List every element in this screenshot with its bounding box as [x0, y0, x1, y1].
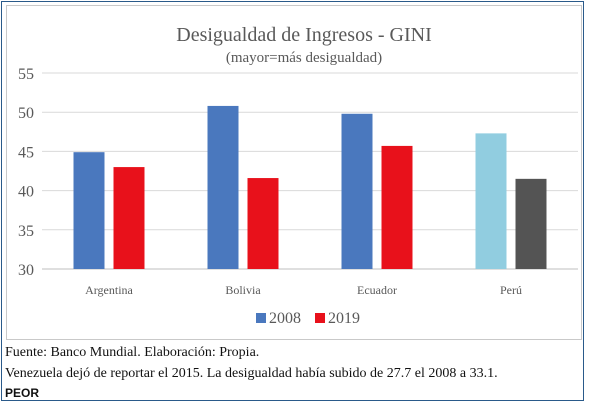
x-tick-label: Argentina	[85, 283, 133, 297]
legend: 2008 2019	[256, 310, 360, 327]
y-tick-label: 55	[18, 66, 34, 83]
x-tick-label: Ecuador	[357, 283, 397, 297]
bar-argentina-2008	[73, 152, 105, 269]
legend-label-2008: 2008	[269, 310, 301, 327]
bar-ecuador-2019	[381, 145, 413, 269]
bar-perú-2019	[515, 178, 547, 269]
bar-perú-2008	[475, 133, 507, 269]
bars	[73, 105, 547, 269]
chart-subtitle: (mayor=más desigualdad)	[226, 50, 382, 66]
peor-tag: PEOR	[5, 386, 40, 400]
figure-frame	[1, 1, 584, 401]
y-tick-label: 50	[18, 105, 34, 122]
y-tick-labels: 30 35 40 45 50 55	[18, 66, 34, 279]
legend-swatch-2008	[256, 313, 266, 323]
gini-bar-chart: Desigualdad de Ingresos - GINI (mayor=má…	[18, 24, 578, 327]
venezuela-note: Venezuela dejó de reportar el 2015. La d…	[5, 366, 498, 381]
y-tick-label: 30	[18, 262, 34, 279]
bar-ecuador-2008	[341, 113, 373, 269]
x-tick-labels: Argentina Bolivia Ecuador Perú	[85, 283, 522, 297]
bar-bolivia-2008	[207, 105, 239, 269]
bar-bolivia-2019	[247, 178, 279, 269]
y-tick-label: 35	[18, 223, 34, 240]
bar-argentina-2019	[113, 167, 145, 269]
legend-swatch-2019	[315, 313, 325, 323]
source-note: Fuente: Banco Mundial. Elaboración: Prop…	[5, 345, 260, 360]
legend-label-2019: 2019	[328, 310, 360, 327]
x-tick-label: Perú	[500, 283, 522, 297]
chart-title: Desigualdad de Ingresos - GINI	[176, 24, 431, 46]
x-tick-label: Bolivia	[225, 283, 261, 297]
y-tick-label: 45	[18, 144, 34, 161]
y-tick-label: 40	[18, 184, 34, 201]
